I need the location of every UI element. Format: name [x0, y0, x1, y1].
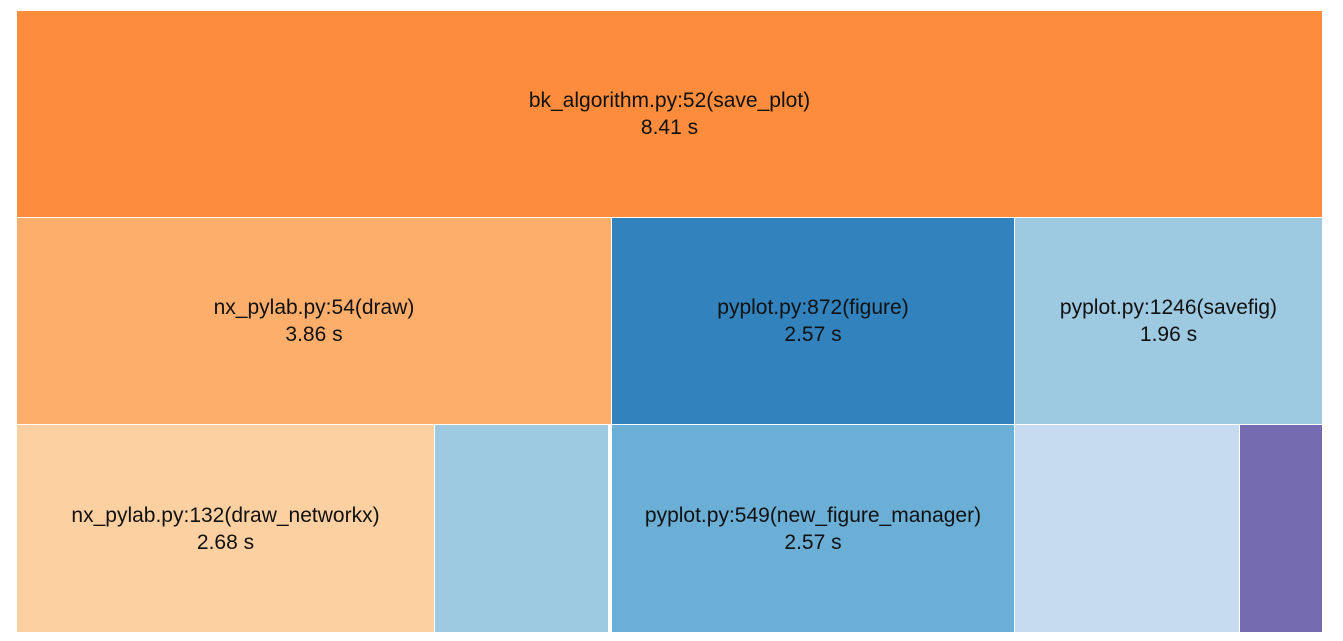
cell-label: bk_algorithm.py:52(save_plot) [528, 89, 811, 112]
treemap-cell-savefig-child-2[interactable] [1240, 425, 1322, 632]
treemap-cell-figure[interactable]: pyplot.py:872(figure) 2.57 s [612, 218, 1014, 424]
cell-label: nx_pylab.py:132(draw_networkx) [71, 503, 380, 527]
cell-label: pyplot.py:1246(savefig) [1059, 296, 1278, 319]
cell-label: nx_pylab.py:54(draw) [213, 296, 415, 319]
cell-value: 8.41 s [640, 116, 699, 139]
treemap-cell-draw-networkx[interactable]: nx_pylab.py:132(draw_networkx) 2.68 s [17, 425, 434, 632]
treemap-cell-savefig[interactable]: pyplot.py:1246(savefig) 1.96 s [1015, 218, 1322, 424]
cell-value: 2.57 s [784, 530, 842, 554]
treemap-cell-savefig-child-1[interactable] [1015, 425, 1239, 632]
cell-value: 3.86 s [285, 323, 343, 346]
cell-value: 1.96 s [1139, 323, 1198, 346]
cell-label: pyplot.py:872(figure) [717, 296, 909, 319]
treemap-cell-save-plot[interactable]: bk_algorithm.py:52(save_plot) 8.41 s [17, 11, 1322, 217]
treemap-cell-new-figure-manager[interactable]: pyplot.py:549(new_figure_manager) 2.57 s [612, 425, 1014, 632]
treemap-cell-draw[interactable]: nx_pylab.py:54(draw) 3.86 s [17, 218, 611, 424]
cell-value: 2.68 s [196, 530, 255, 554]
treemap-cell-draw-child-2[interactable] [435, 425, 608, 632]
cell-label: pyplot.py:549(new_figure_manager) [644, 503, 982, 527]
cell-value: 2.57 s [784, 323, 842, 346]
